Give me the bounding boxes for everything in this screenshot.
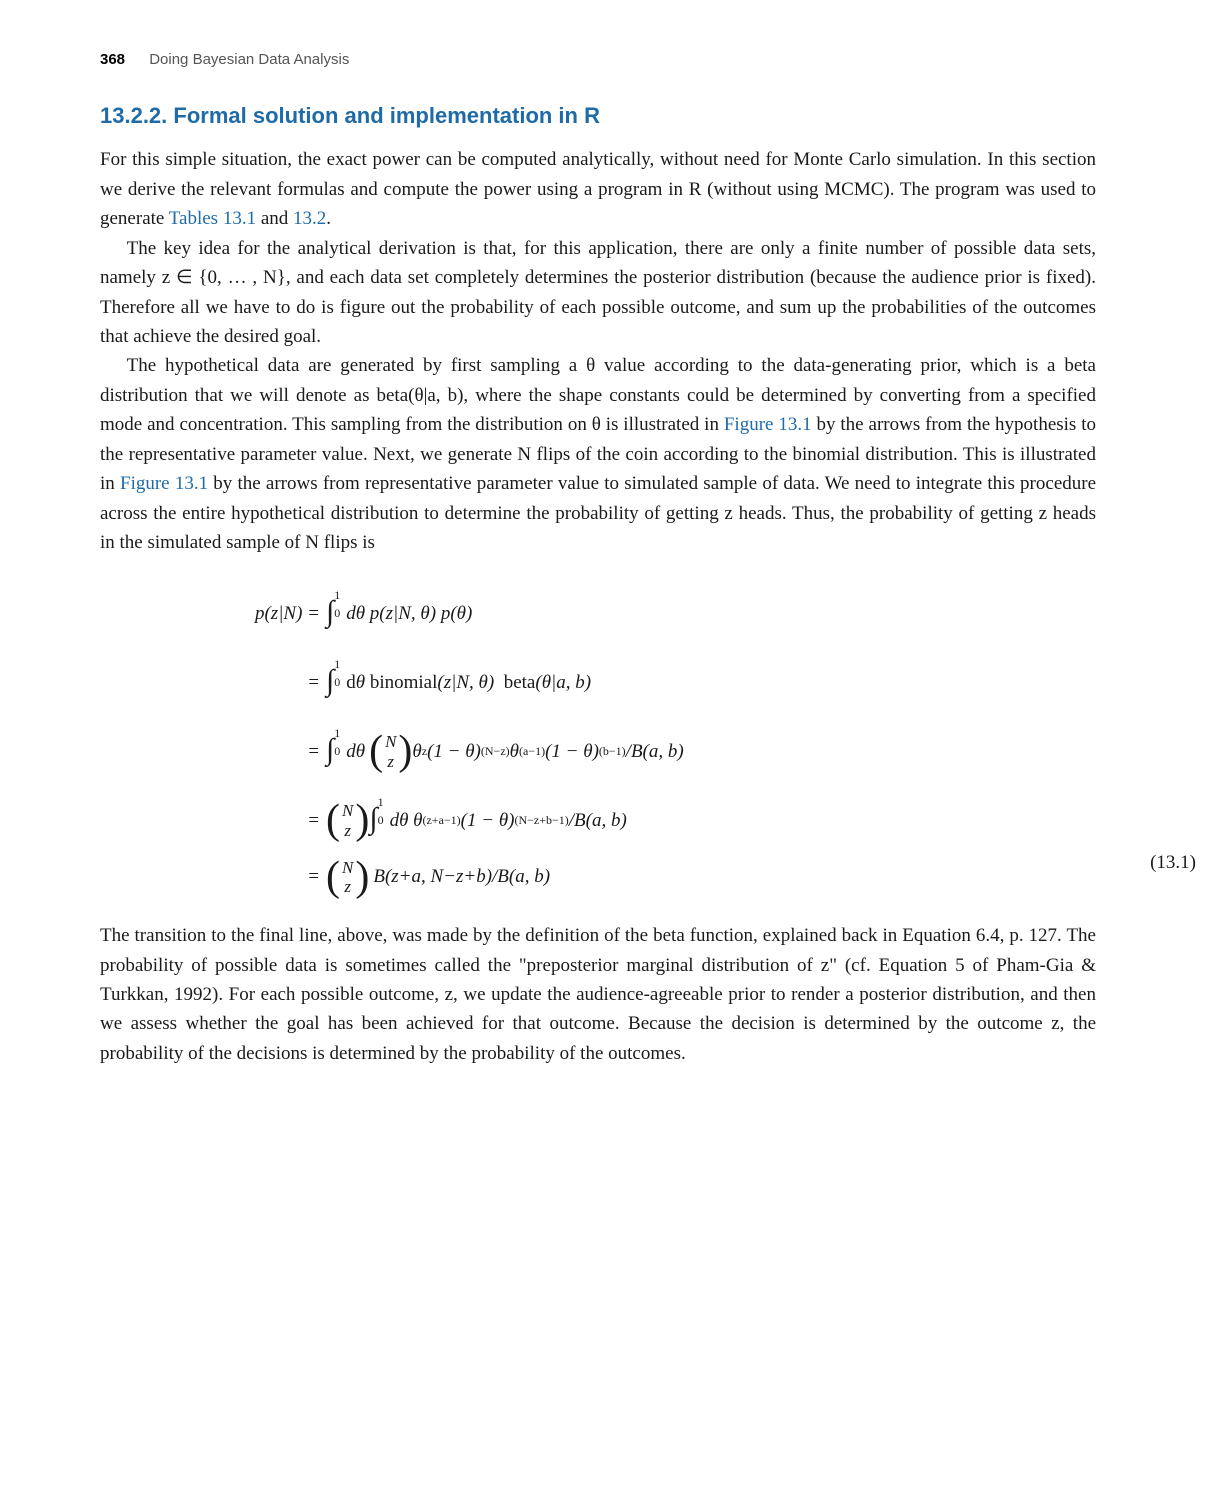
link-figure-13-1-a[interactable]: Figure 13.1	[724, 414, 812, 435]
paragraph-2: The key idea for the analytical derivati…	[100, 234, 1096, 352]
running-header: 368 Doing Bayesian Data Analysis	[100, 48, 1096, 71]
paragraph-1: For this simple situation, the exact pow…	[100, 145, 1096, 233]
section-heading: 13.2.2. Formal solution and implementati…	[100, 99, 1096, 133]
equation-13-1: p(z|N) = ∫01 dθ p(z|N, θ) p(θ) = ∫01 dθ …	[240, 579, 1096, 899]
binomial-coeff: ( Nz )	[326, 801, 369, 840]
equation-number: (13.1)	[1150, 841, 1196, 885]
link-tables-13-1[interactable]: Tables 13.1	[169, 208, 256, 229]
running-head-text: Doing Bayesian Data Analysis	[149, 51, 349, 68]
link-figure-13-1-b[interactable]: Figure 13.1	[120, 473, 208, 494]
section-number: 13.2.2.	[100, 103, 167, 128]
binomial-coeff: ( Nz )	[326, 858, 369, 897]
equation-lhs: p(z|N) =	[240, 592, 320, 636]
section-title-text: Formal solution and implementation in R	[173, 103, 600, 128]
paragraph-4: The transition to the final line, above,…	[100, 921, 1096, 1068]
page-number: 368	[100, 51, 125, 68]
binomial-coeff: ( Nz )	[369, 732, 412, 771]
paragraph-3: The hypothetical data are generated by f…	[100, 351, 1096, 557]
link-tables-13-2[interactable]: 13.2	[293, 208, 326, 229]
